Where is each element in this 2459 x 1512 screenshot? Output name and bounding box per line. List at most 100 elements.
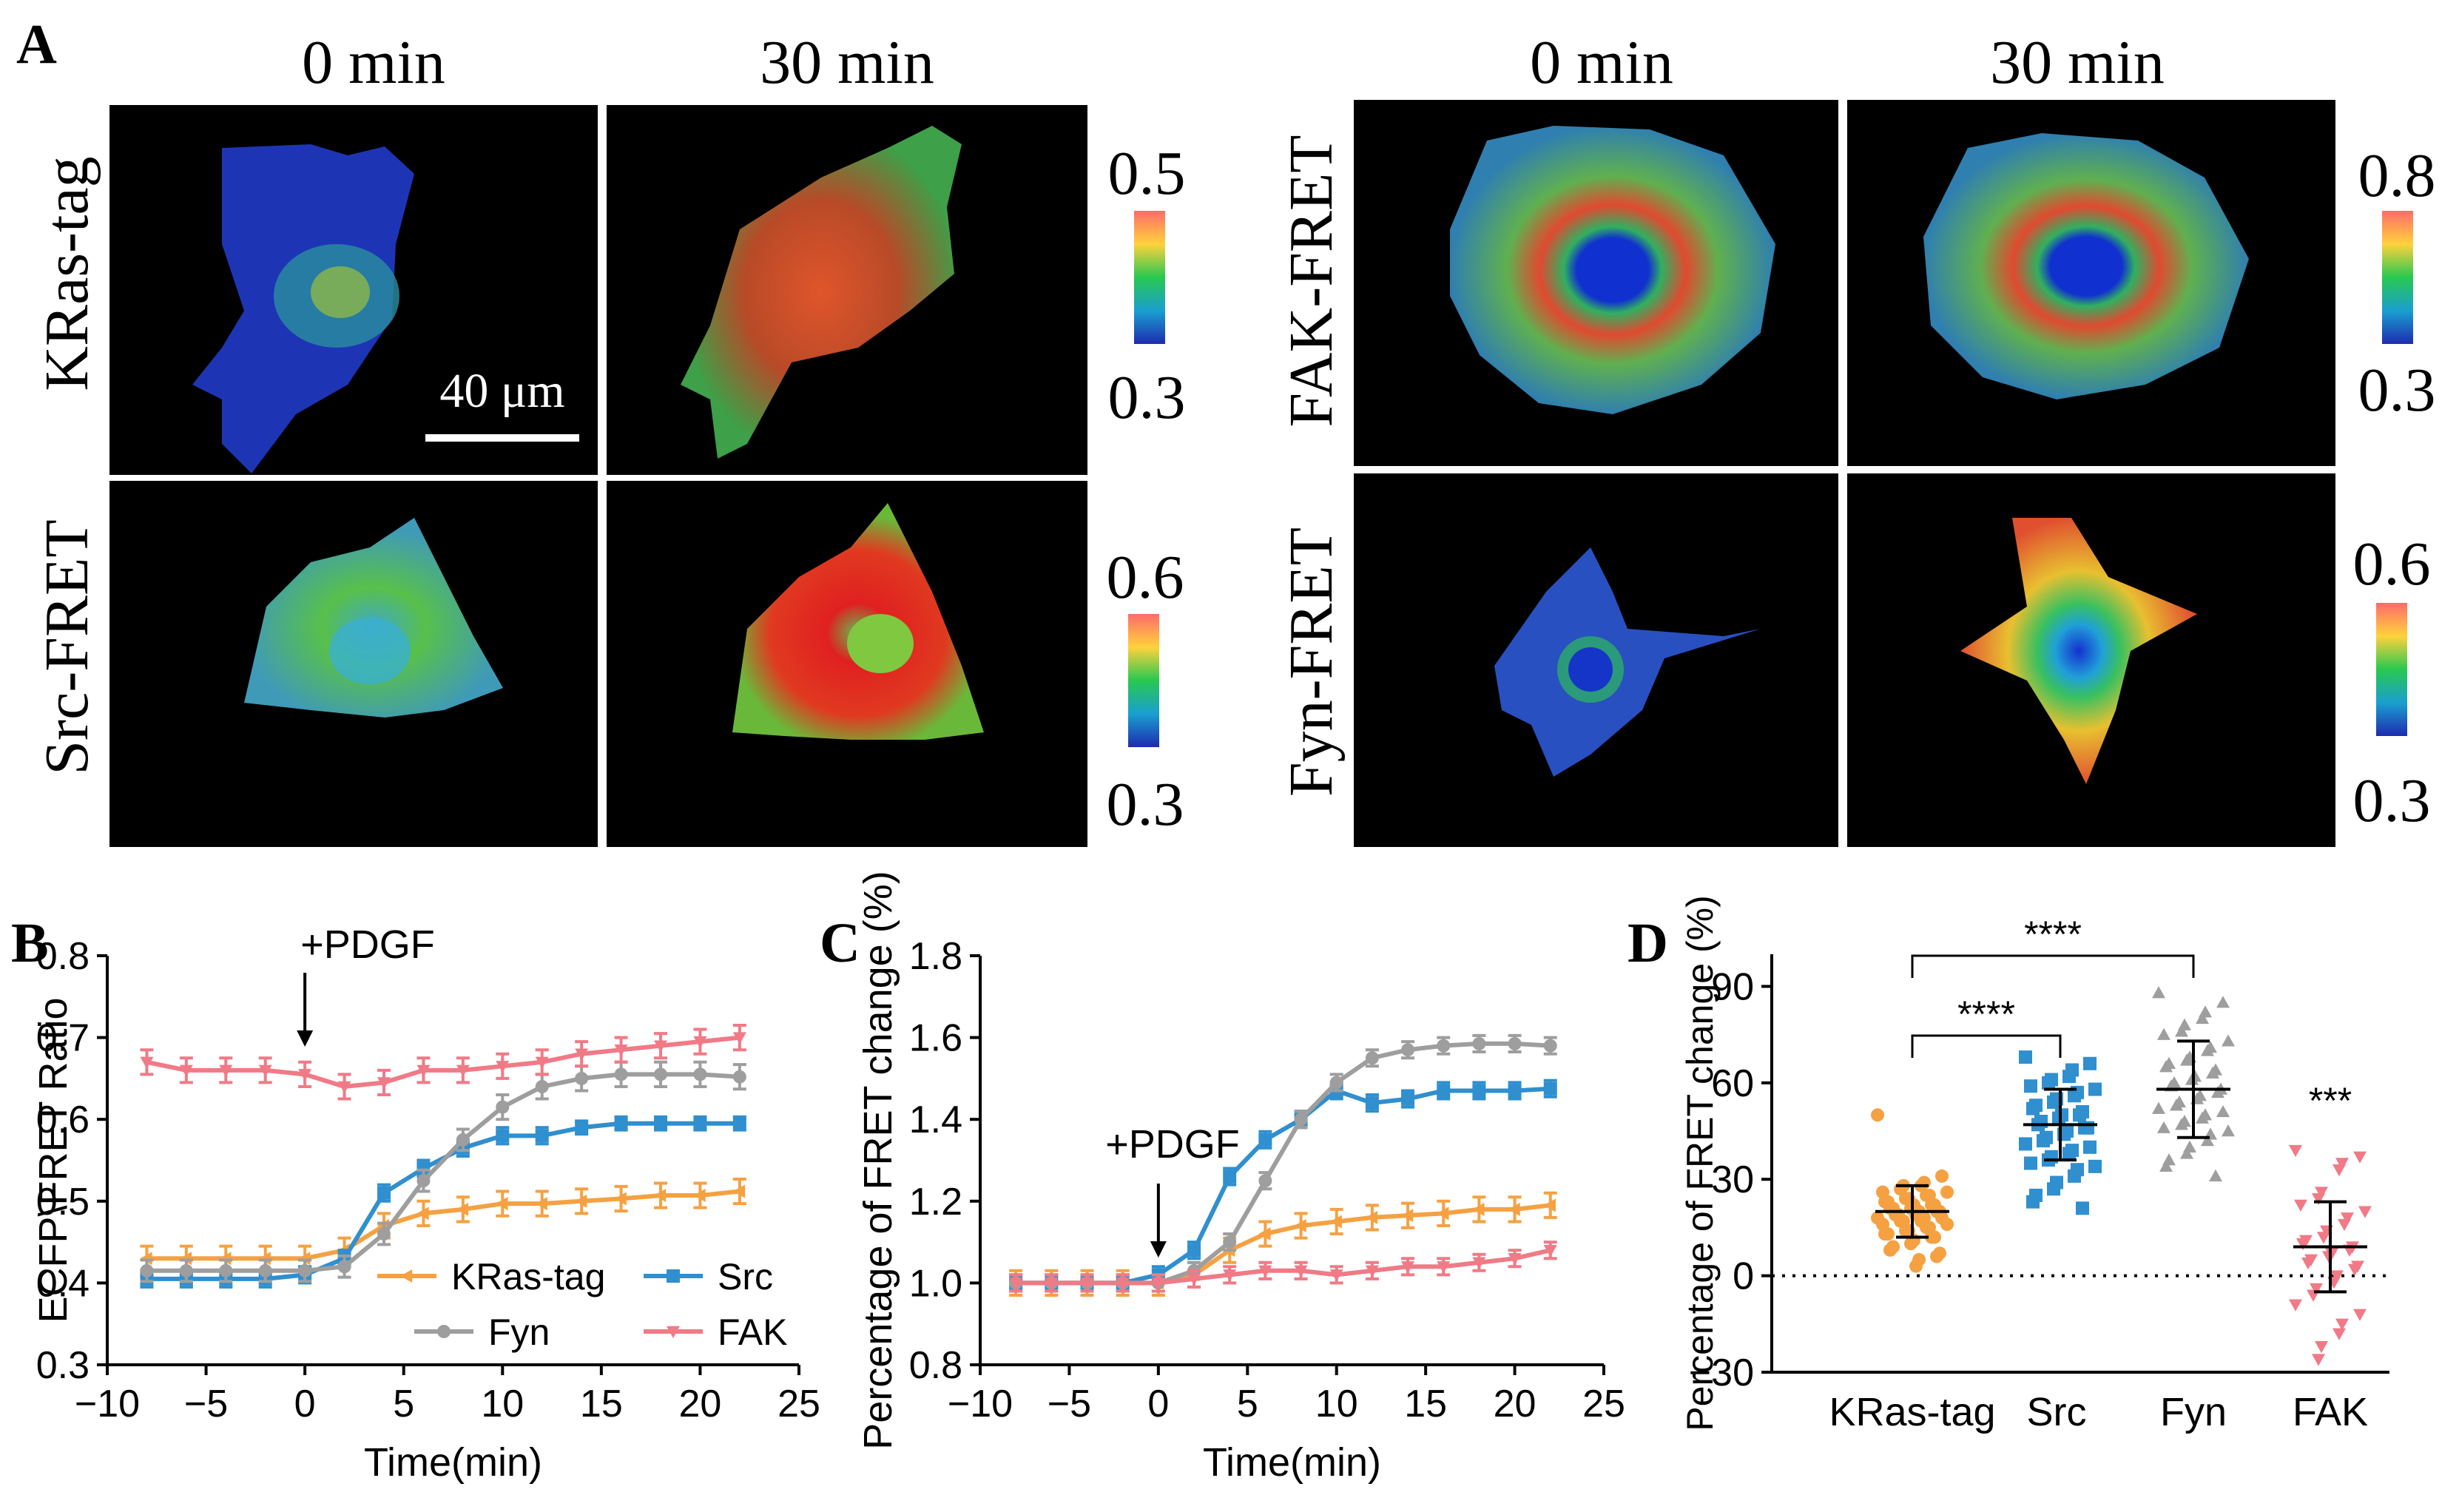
data-point-fak <box>337 1081 351 1093</box>
data-point-fyn <box>2222 1124 2235 1137</box>
legend-marker-fyn <box>437 1325 451 1338</box>
data-point-src <box>2062 1147 2076 1161</box>
data-point-fak <box>416 1064 431 1077</box>
data-point-src <box>2068 1169 2081 1183</box>
data-point-src <box>2083 1056 2097 1070</box>
data-point-fyn <box>2175 1025 2188 1037</box>
category-label-fak: FAK <box>2293 1390 2368 1434</box>
category-label-kras-tag: KRas-tag <box>1829 1390 1995 1434</box>
pdgf-arrow-head <box>1150 1241 1167 1258</box>
data-point-kras-tag <box>1543 1198 1556 1212</box>
data-point-fyn <box>1401 1043 1415 1057</box>
data-point-src <box>1437 1084 1451 1098</box>
data-point-fak <box>2332 1328 2346 1340</box>
data-point-fak <box>496 1061 510 1073</box>
y-tick-label: 0.4 <box>36 1262 90 1305</box>
data-point-fyn <box>535 1079 549 1093</box>
data-point-kras-tag <box>179 1252 192 1266</box>
x-tick-label: −10 <box>75 1383 140 1425</box>
y-tick-label: 0.7 <box>36 1017 90 1060</box>
data-point-fyn <box>2196 1011 2209 1025</box>
colorbar-kras-max: 0.5 <box>1108 139 1186 208</box>
data-point-fak <box>2332 1164 2346 1177</box>
data-point-fyn <box>2216 996 2230 1008</box>
data-point-src <box>2026 1195 2040 1209</box>
data-point-kras-tag <box>298 1252 311 1266</box>
series-line-src <box>146 1121 740 1281</box>
data-point-kras-tag <box>693 1189 706 1203</box>
data-point-fyn <box>2180 1147 2193 1159</box>
series-line-src <box>1016 1086 1551 1286</box>
y-tick-label: 90 <box>1711 965 1754 1008</box>
data-point-src <box>2042 1076 2055 1090</box>
data-point-src <box>2068 1089 2081 1103</box>
data-point-fak <box>2294 1199 2307 1212</box>
data-point-fak <box>2312 1354 2325 1366</box>
data-point-src <box>614 1116 628 1130</box>
data-point-src <box>1258 1133 1272 1147</box>
colorbar-kras: 0.5 0.3 <box>1108 139 1186 432</box>
image-kras-30min <box>607 105 1087 475</box>
category-label-src: Src <box>2027 1390 2087 1434</box>
data-point-fyn <box>377 1227 391 1241</box>
data-point-fak <box>219 1064 233 1077</box>
y-axis-label: Percentage of FRET change (%) <box>1679 895 1721 1431</box>
significance-label-src: **** <box>1957 993 2015 1035</box>
data-point-fyn <box>2159 1159 2173 1172</box>
data-point-fak <box>1116 1278 1130 1290</box>
data-point-fak <box>1258 1265 1272 1278</box>
data-point-kras-tag <box>1904 1237 1917 1251</box>
data-point-fyn <box>298 1263 312 1278</box>
data-point-src <box>575 1121 589 1135</box>
data-point-fyn <box>2180 1053 2193 1066</box>
data-point-kras-tag <box>1258 1227 1271 1241</box>
data-point-fak <box>1437 1261 1451 1274</box>
data-point-fyn <box>1294 1113 1308 1127</box>
data-point-kras-tag <box>1940 1218 1954 1232</box>
data-point-kras-tag <box>1294 1218 1306 1232</box>
data-point-fyn <box>2157 1121 2170 1133</box>
data-point-fyn <box>1258 1174 1272 1188</box>
data-point-fak <box>1187 1273 1201 1286</box>
data-point-fyn <box>2170 1098 2183 1111</box>
data-point-fak <box>2348 1263 2361 1276</box>
data-point-fyn <box>496 1100 510 1114</box>
data-point-fak <box>2335 1318 2349 1331</box>
scale-bar-label: 40 μm <box>439 364 564 418</box>
data-point-fak <box>1508 1253 1522 1266</box>
series-line-fyn <box>146 1072 741 1273</box>
data-point-kras-tag <box>140 1252 152 1266</box>
panel-a-label: A <box>16 13 57 75</box>
data-point-fak <box>2353 1309 2367 1321</box>
y-tick-label: 0.3 <box>36 1344 90 1387</box>
data-point-kras-tag <box>614 1192 627 1206</box>
row-label-fak: FAK-FRET <box>1277 135 1346 427</box>
data-point-kras-tag <box>1871 1108 1884 1122</box>
colorbar-src-max: 0.6 <box>1107 543 1184 612</box>
y-axis-label: Percentage of FRET change (%) <box>856 871 900 1449</box>
data-point-fyn <box>258 1263 272 1278</box>
data-point-src <box>1401 1092 1415 1106</box>
image-src-30min <box>607 481 1087 847</box>
data-point-src <box>377 1186 391 1200</box>
data-point-kras-tag <box>1883 1243 1897 1257</box>
data-point-kras-tag <box>1437 1206 1449 1221</box>
data-point-fak <box>2335 1158 2349 1170</box>
data-point-src <box>2088 1082 2102 1096</box>
row-label-fyn: Fyn-FRET <box>1277 527 1346 797</box>
data-point-src <box>2088 1159 2102 1173</box>
data-point-kras-tag <box>258 1252 271 1266</box>
data-point-fyn <box>2152 986 2165 999</box>
data-point-fak <box>2338 1218 2351 1232</box>
panel-d-label: D <box>1627 912 1668 974</box>
significance-label-fak: *** <box>2309 1080 2352 1121</box>
data-point-fyn <box>2211 1085 2224 1098</box>
colorbar-fak-min: 0.3 <box>2358 356 2436 425</box>
legend-label-fak: FAK <box>718 1312 787 1353</box>
data-point-src <box>2047 1182 2060 1196</box>
data-point-fyn <box>2196 1111 2209 1124</box>
data-point-fyn <box>1543 1039 1557 1053</box>
colorbar-fak-max: 0.8 <box>2358 141 2436 210</box>
y-tick-label: 0.8 <box>909 1344 962 1387</box>
